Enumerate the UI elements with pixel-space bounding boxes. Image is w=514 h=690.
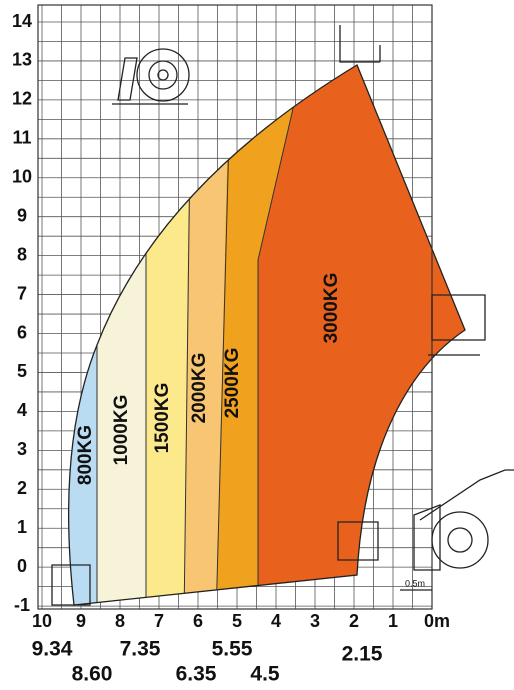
x-tick-label: 8 bbox=[115, 611, 125, 631]
y-tick-label: 1 bbox=[17, 517, 27, 537]
y-tick-label: 14 bbox=[12, 11, 32, 31]
y-tick-label: -1 bbox=[14, 595, 30, 615]
zone-label: 2000KG bbox=[189, 353, 210, 424]
reach-label: 2.15 bbox=[342, 643, 383, 666]
zone-1000 bbox=[97, 40, 146, 620]
x-tick-label: 2 bbox=[349, 611, 359, 631]
scale-note: 0.5m bbox=[405, 578, 425, 588]
zone-label: 1500KG bbox=[152, 383, 173, 454]
y-tick-label: 12 bbox=[12, 89, 32, 109]
zone-label: 3000KG bbox=[321, 273, 342, 344]
reach-label: 8.60 bbox=[72, 663, 113, 686]
x-tick-label: 5 bbox=[232, 611, 242, 631]
y-tick-label: 7 bbox=[17, 283, 27, 303]
y-tick-label: 0 bbox=[17, 556, 27, 576]
x-tick-label: 4 bbox=[271, 611, 281, 631]
y-tick-label: 8 bbox=[17, 244, 27, 264]
y-tick-label: 9 bbox=[17, 205, 27, 225]
y-tick-label: 11 bbox=[12, 128, 31, 148]
reach-label: 4.5 bbox=[250, 663, 280, 686]
x-tick-label: 1 bbox=[388, 611, 398, 631]
zone-1500 bbox=[146, 40, 190, 620]
y-tick-label: 3 bbox=[17, 439, 27, 459]
x-tick-label: 7 bbox=[154, 611, 164, 631]
reach-label: 6.35 bbox=[176, 663, 217, 686]
x-tick-label: 6 bbox=[193, 611, 203, 631]
x-tick-label: 3 bbox=[310, 611, 320, 631]
zone-label: 2500KG bbox=[222, 348, 243, 419]
y-tick-label: 6 bbox=[17, 322, 27, 342]
y-tick-label: 2 bbox=[17, 478, 27, 498]
zone-label: 800KG bbox=[75, 425, 96, 485]
y-tick-label: 5 bbox=[17, 361, 27, 381]
x-tick-label: 10 bbox=[32, 611, 52, 631]
y-tick-label: 10 bbox=[12, 167, 32, 187]
y-tick-label: 4 bbox=[17, 400, 27, 420]
reach-label: 7.35 bbox=[120, 638, 161, 661]
zone-label: 1000KG bbox=[111, 395, 132, 466]
zone-3000 bbox=[258, 40, 480, 620]
y-tick-label: 13 bbox=[12, 50, 32, 70]
reach-label: 5.55 bbox=[212, 638, 253, 661]
x-tick-label: 0m bbox=[424, 611, 450, 631]
load-chart: 0.5m 14131211109876543210-1109876543210m… bbox=[0, 0, 514, 690]
x-tick-label: 9 bbox=[76, 611, 86, 631]
reach-label: 9.34 bbox=[32, 638, 73, 661]
